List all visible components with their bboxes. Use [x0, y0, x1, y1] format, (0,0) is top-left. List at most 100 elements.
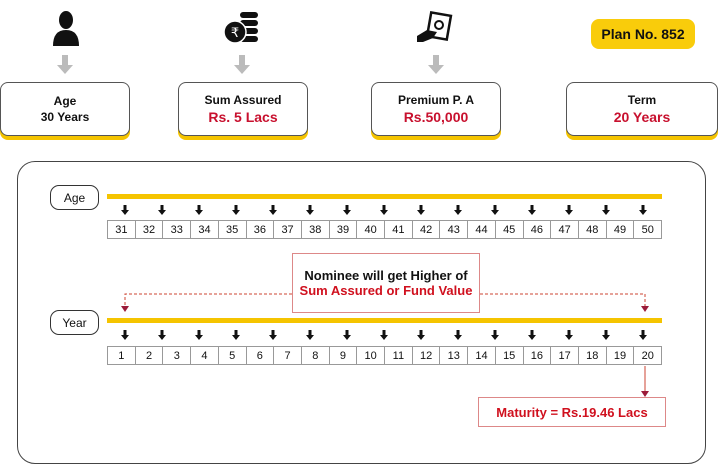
timeline-cell: 50: [641, 223, 654, 236]
timeline-cell: 3: [163, 347, 192, 364]
card-value: Rs. 5 Lacs: [208, 109, 278, 125]
timeline-cell: 6: [247, 347, 275, 364]
timeline-cell: 8: [302, 347, 330, 364]
timeline-cell: 39: [330, 221, 358, 238]
timeline-cell: 48: [579, 221, 607, 238]
down-arrow-icon: [57, 55, 73, 74]
timeline-cell: 36: [247, 221, 275, 238]
timeline-cell: 10: [357, 347, 386, 364]
down-arrow-icon: [232, 330, 240, 340]
down-arrow-icon: [565, 205, 573, 215]
timeline-cell: 19: [607, 347, 635, 364]
timeline-cell: 11: [385, 347, 413, 364]
timeline-cell: 49: [607, 221, 635, 238]
rupee-coins-icon: ₹: [223, 12, 258, 44]
sum-assured-card: Sum Assured Rs. 5 Lacs: [178, 82, 308, 136]
timeline-cell: 14: [468, 347, 496, 364]
down-arrow-icon: [306, 330, 314, 340]
down-arrow-icon: [269, 205, 277, 215]
down-arrow-icon: [417, 330, 425, 340]
timeline-cell: 4: [191, 347, 219, 364]
timeline-cell: 41: [385, 221, 413, 238]
timeline-cell: 44: [468, 221, 496, 238]
nominee-line1: Nominee will get Higher of: [304, 268, 468, 283]
down-arrow-icon: [417, 205, 425, 215]
term-card: Term 20 Years: [566, 82, 718, 136]
down-arrow-icon: [528, 330, 536, 340]
down-arrow-icon: [121, 330, 129, 340]
timeline-cell: 1: [108, 347, 136, 364]
down-arrow-icon: [195, 330, 203, 340]
red-arrow-icon: [121, 306, 129, 312]
timeline-cell: 33: [163, 221, 192, 238]
hand-money-icon: [417, 10, 453, 42]
age-card: Age 30 Years: [0, 82, 130, 136]
red-arrow-icon: [641, 306, 649, 312]
down-arrow-icon: [343, 205, 351, 215]
card-label: Term: [627, 93, 657, 107]
nominee-line2: Sum Assured or Fund Value: [299, 283, 473, 298]
card-value: Rs.50,000: [403, 109, 469, 125]
down-arrow-icon: [195, 205, 203, 215]
timeline-cell: 43: [440, 221, 469, 238]
timeline-cell: 40: [357, 221, 386, 238]
down-arrow-icon: [491, 205, 499, 215]
year-cells: 1 2 3 4 5 6 7 8 9 10 11 12 13 14 15 16 17 18 19 20: [107, 346, 662, 365]
down-arrow-icon: [428, 55, 444, 74]
down-arrow-icon: [380, 330, 388, 340]
nominee-note: Nominee will get Higher of Sum Assured o…: [292, 253, 480, 313]
dashed-connector-left: [124, 293, 292, 306]
timeline-cell: 45: [496, 221, 524, 238]
down-arrow-icon: [602, 205, 610, 215]
timeline-cell: 37: [274, 221, 302, 238]
card-label: Premium P. A: [397, 93, 475, 107]
timeline-cell: 31: [108, 221, 136, 238]
down-arrow-icon: [639, 205, 647, 215]
down-arrow-icon: [269, 330, 277, 340]
down-arrow-icon: [158, 205, 166, 215]
down-arrow-icon: [234, 55, 250, 74]
person-icon: [53, 11, 79, 46]
premium-card: Premium P. A Rs.50,000: [371, 82, 501, 136]
timeline-cell: 32: [136, 221, 164, 238]
down-arrow-icon: [639, 330, 647, 340]
timeline-cell: 2: [136, 347, 164, 364]
down-arrow-icon: [121, 205, 129, 215]
svg-text:₹: ₹: [231, 26, 239, 41]
timeline-cell: 20: [641, 349, 654, 362]
year-row-label: Year: [50, 310, 99, 335]
timeline-cell: 5: [219, 347, 247, 364]
timeline-cell: 16: [524, 347, 552, 364]
down-arrow-icon: [306, 205, 314, 215]
down-arrow-icon: [565, 330, 573, 340]
timeline-cell: 13: [440, 347, 469, 364]
card-label: Age: [53, 94, 77, 108]
timeline-cell: 35: [219, 221, 247, 238]
timeline-cell: 42: [413, 221, 441, 238]
down-arrow-icon: [454, 330, 462, 340]
timeline-cell: 46: [524, 221, 552, 238]
down-arrow-icon: [602, 330, 610, 340]
red-arrow-icon: [641, 391, 649, 397]
plan-number-badge: Plan No. 852: [591, 19, 695, 49]
age-row-label: Age: [50, 185, 99, 210]
age-bar: [107, 194, 662, 199]
timeline-cell: 7: [274, 347, 302, 364]
card-label: Sum Assured: [204, 93, 282, 107]
timeline-cell: 38: [302, 221, 330, 238]
timeline-frame: [17, 161, 706, 464]
timeline-cell: 15: [496, 347, 524, 364]
card-value: 30 Years: [40, 110, 90, 124]
dashed-connector-right: [480, 293, 646, 306]
timeline-cell: 9: [330, 347, 358, 364]
timeline-cell: 12: [413, 347, 441, 364]
down-arrow-icon: [454, 205, 462, 215]
down-arrow-icon: [528, 205, 536, 215]
age-cells: 31 32 33 34 35 36 37 38 39 40 41 42 43 44 45 46 47 48 49 50: [107, 220, 662, 239]
down-arrow-icon: [343, 330, 351, 340]
timeline-cell: 18: [579, 347, 607, 364]
card-value: 20 Years: [613, 109, 671, 125]
maturity-value: Maturity = Rs.19.46 Lacs: [478, 397, 666, 427]
timeline-cell: 34: [191, 221, 219, 238]
